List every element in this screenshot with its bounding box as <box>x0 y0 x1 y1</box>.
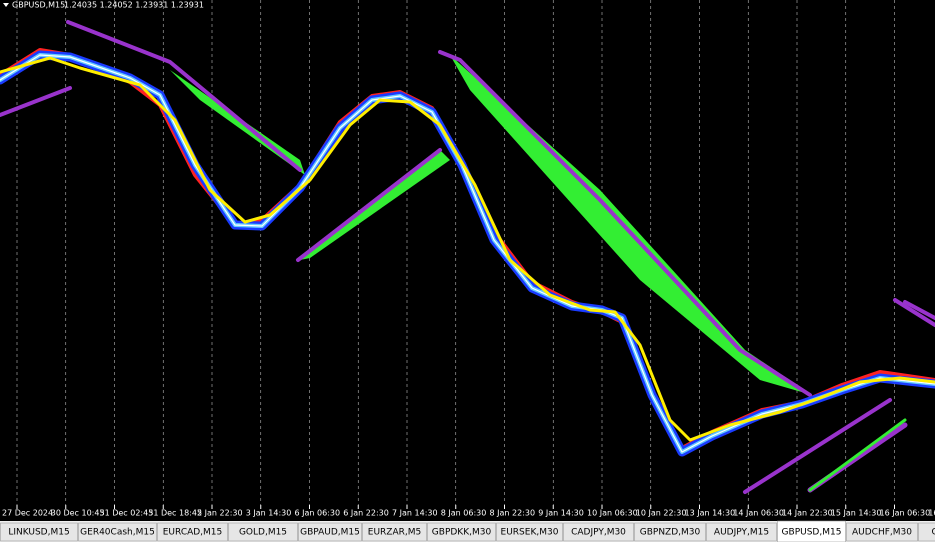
time-label: 14 Jan 22:30 <box>782 509 833 518</box>
time-label: 6 Jan 06:30 <box>295 509 341 518</box>
tab[interactable] <box>496 522 563 542</box>
tab-label[interactable]: EURZAR,M5 <box>368 528 421 538</box>
time-label: 7 Jan 14:30 <box>392 509 438 518</box>
time-label: 14 Jan 06:30 <box>733 509 784 518</box>
chart-header: GBPUSD,M15 1.24035 1.24052 1.23931 1.239… <box>3 1 204 10</box>
tab[interactable] <box>846 522 918 542</box>
tab[interactable] <box>634 522 706 542</box>
quote-values: 1.24035 1.24052 1.23931 1.23931 <box>64 1 204 10</box>
time-label: 3 Jan 14:30 <box>246 509 292 518</box>
tab[interactable] <box>706 522 777 542</box>
tab[interactable] <box>362 522 427 542</box>
time-label: 30 Dec 10:45 <box>51 509 105 518</box>
tab-label[interactable]: AUDJPY,M15 <box>714 528 769 538</box>
tab[interactable] <box>918 522 935 542</box>
tab[interactable] <box>0 522 78 542</box>
time-label: 15 Jan 14:30 <box>831 509 882 518</box>
tab-label[interactable]: CH <box>931 528 935 538</box>
tab[interactable] <box>777 520 846 542</box>
tab[interactable] <box>298 522 362 542</box>
tab-label[interactable]: GBPAUD,M15 <box>300 528 360 538</box>
dropdown-icon[interactable] <box>3 3 9 7</box>
tab[interactable] <box>228 522 298 542</box>
time-label: 31 Dec 18:45 <box>148 509 202 518</box>
tab-label[interactable]: GBPDKK,M30 <box>432 528 492 538</box>
time-label: 16 Jan 06:30 <box>880 509 931 518</box>
time-label: 6 Jan 22:30 <box>343 509 389 518</box>
tab-label[interactable]: GBPUSD,M15 <box>782 528 842 538</box>
time-label: 10 Jan 22:30 <box>636 509 687 518</box>
chart-area <box>0 0 935 521</box>
time-label: 13 Jan 14:30 <box>685 509 736 518</box>
time-label: 8 Jan 22:30 <box>490 509 536 518</box>
tab-label[interactable]: GOLD,M15 <box>239 528 287 538</box>
tab[interactable] <box>157 522 228 542</box>
tab-label[interactable]: GBPNZD,M30 <box>640 528 701 538</box>
tab-label[interactable]: LINKUSD,M15 <box>8 528 69 538</box>
time-label: 27 Dec 2024 <box>2 509 53 518</box>
tab-label[interactable]: EURCAD,M15 <box>163 528 223 538</box>
time-label: 10 Jan 06:30 <box>587 509 638 518</box>
tab-label[interactable]: GER40Cash,M15 <box>80 528 155 538</box>
tab-label[interactable]: CADJPY,M30 <box>571 528 626 538</box>
symbol-label: GBPUSD,M15 <box>12 1 65 10</box>
time-label: 2 Jan 22:30 <box>197 509 243 518</box>
time-label: 16 <box>928 509 935 518</box>
tab[interactable] <box>78 522 157 542</box>
indicators <box>0 20 935 494</box>
time-label: 9 Jan 14:30 <box>538 509 584 518</box>
tab-label[interactable]: EURSEK,M30 <box>501 528 559 538</box>
tab[interactable] <box>427 522 496 542</box>
time-label: 8 Jan 06:30 <box>441 509 487 518</box>
tab-label[interactable]: AUDCHF,M30 <box>852 528 912 538</box>
time-label: 31 Dec 02:45 <box>100 509 154 518</box>
tab[interactable] <box>563 522 634 542</box>
